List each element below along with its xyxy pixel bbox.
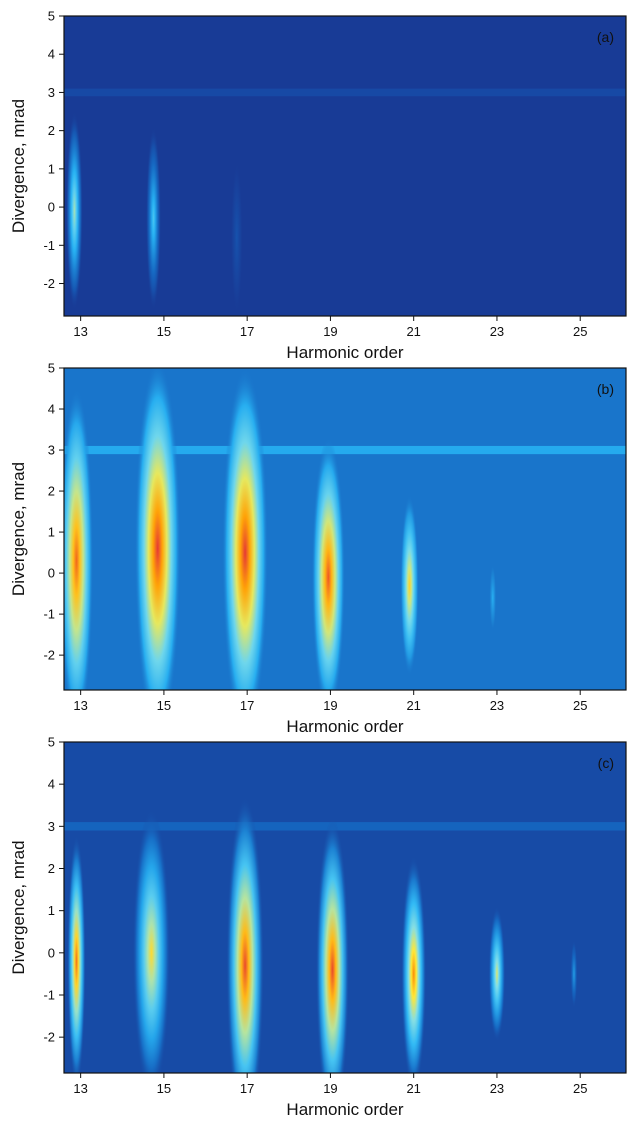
y-tick-label: 5 <box>48 9 55 24</box>
y-tick-label: 0 <box>48 200 55 215</box>
x-tick-label: 23 <box>490 324 504 339</box>
plot-frame <box>63 741 627 1074</box>
y-tick-label: 0 <box>48 945 55 960</box>
harmonic-13-spot <box>67 834 86 1073</box>
y-tick-label: 2 <box>48 861 55 876</box>
harmonic-25-spot <box>570 940 578 1008</box>
harmonic-23-spot <box>489 564 497 631</box>
x-tick-label: 21 <box>406 698 420 713</box>
harmonic-17-spot <box>226 796 264 1073</box>
x-tick-label: 23 <box>490 1081 504 1096</box>
x-tick-label: 19 <box>323 698 337 713</box>
x-tick-label: 25 <box>573 698 587 713</box>
x-tick-label: 17 <box>240 698 254 713</box>
y-tick-label: 0 <box>48 566 55 581</box>
y-tick-label: 3 <box>48 85 55 100</box>
x-tick-label: 15 <box>157 1081 171 1096</box>
x-tick-label: 25 <box>573 1081 587 1096</box>
heatmap-stripe-3mrad <box>64 88 626 97</box>
y-tick-label: -1 <box>43 238 55 253</box>
harmonic-13-spot <box>64 388 94 690</box>
x-tick-label: 13 <box>73 698 87 713</box>
y-tick-label: 5 <box>48 361 55 376</box>
y-tick-label: -1 <box>43 607 55 622</box>
harmonic-17-spot <box>222 368 268 690</box>
plot-frame <box>63 15 627 317</box>
y-tick-label: 3 <box>48 443 55 458</box>
x-tick-label: 17 <box>240 1081 254 1096</box>
y-tick-label: -2 <box>43 648 55 663</box>
heatmap-stripe-3mrad <box>64 445 626 455</box>
x-tick-label: 15 <box>157 698 171 713</box>
y-tick-label: 5 <box>48 735 55 750</box>
panel-label: (c) <box>598 755 614 771</box>
y-axis-label: Divergence, mrad <box>9 840 28 974</box>
harmonic-19-spot <box>311 437 345 690</box>
y-tick-label: 2 <box>48 484 55 499</box>
x-tick-label: 23 <box>490 698 504 713</box>
y-axis-label: Divergence, mrad <box>9 99 28 233</box>
y-tick-label: 4 <box>48 402 55 417</box>
x-tick-label: 25 <box>573 324 587 339</box>
y-tick-label: 4 <box>48 777 55 792</box>
harmonic-21-spot <box>400 495 419 676</box>
y-tick-label: 1 <box>48 525 55 540</box>
x-tick-label: 15 <box>157 324 171 339</box>
harmonic-15-spot <box>134 368 181 690</box>
y-tick-label: 1 <box>48 903 55 918</box>
panel-label: (a) <box>597 29 614 45</box>
heatmap-stripe-3mrad <box>64 822 626 831</box>
y-tick-label: 1 <box>48 161 55 176</box>
y-tick-label: 3 <box>48 819 55 834</box>
x-axis-label: Harmonic order <box>286 343 403 362</box>
x-tick-label: 13 <box>73 1081 87 1096</box>
y-axis-label: Divergence, mrad <box>9 462 28 596</box>
y-tick-label: 4 <box>48 47 55 62</box>
harmonic-15-spot <box>132 809 171 1073</box>
y-tick-label: -2 <box>43 1030 55 1045</box>
plot-frame <box>63 367 627 691</box>
y-tick-label: -1 <box>43 987 55 1002</box>
harmonic-19-spot <box>315 817 350 1073</box>
y-tick-label: 2 <box>48 123 55 138</box>
y-tick-label: -2 <box>43 276 55 291</box>
x-tick-label: 19 <box>323 1081 337 1096</box>
harmonic-21-spot <box>401 855 427 1073</box>
x-axis-label: Harmonic order <box>286 1100 403 1119</box>
x-axis-label: Harmonic order <box>286 717 403 736</box>
harmonic-15-spot <box>146 126 161 311</box>
x-tick-label: 17 <box>240 324 254 339</box>
harmonic-23-spot <box>488 906 506 1042</box>
x-tick-label: 13 <box>73 324 87 339</box>
harmonic-17-spot <box>230 161 243 315</box>
panel-label: (b) <box>597 381 614 397</box>
x-tick-label: 21 <box>406 1081 420 1096</box>
x-tick-label: 21 <box>406 324 420 339</box>
x-tick-label: 19 <box>323 324 337 339</box>
harmonic-13-spot <box>66 111 83 311</box>
